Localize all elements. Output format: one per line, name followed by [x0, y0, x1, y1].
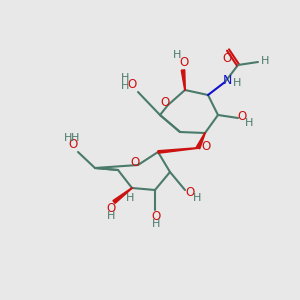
Text: O: O: [201, 140, 211, 152]
Polygon shape: [158, 148, 198, 153]
Text: O: O: [222, 52, 232, 64]
Text: H: H: [261, 56, 269, 66]
Text: O: O: [106, 202, 116, 214]
Text: O: O: [152, 209, 160, 223]
Text: H: H: [107, 211, 115, 221]
Polygon shape: [181, 70, 185, 90]
Text: H: H: [126, 193, 134, 203]
Polygon shape: [196, 133, 205, 149]
Text: H: H: [233, 78, 241, 88]
Text: O: O: [179, 56, 189, 68]
Text: H: H: [193, 193, 201, 203]
Text: H: H: [71, 133, 79, 143]
Text: H: H: [152, 219, 160, 229]
Text: H: H: [121, 73, 129, 83]
Text: O: O: [130, 157, 140, 169]
Text: H: H: [245, 118, 253, 128]
Text: O: O: [160, 95, 169, 109]
Text: O: O: [68, 139, 78, 152]
Polygon shape: [113, 188, 132, 203]
Text: N: N: [222, 74, 232, 86]
Text: O: O: [185, 185, 195, 199]
Text: H: H: [173, 50, 181, 60]
Text: O: O: [237, 110, 247, 122]
Text: H: H: [64, 133, 72, 143]
Text: O: O: [128, 79, 136, 92]
Text: H: H: [121, 81, 129, 91]
